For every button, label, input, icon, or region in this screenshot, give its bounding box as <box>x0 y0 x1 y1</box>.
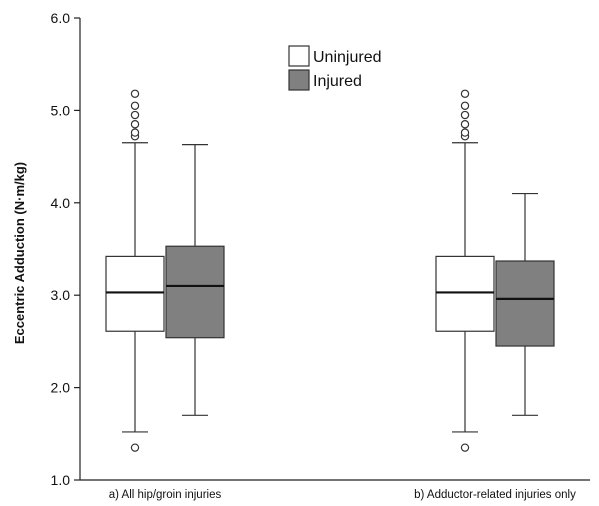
legend-label-injured: Injured <box>313 73 362 90</box>
outlier-point <box>130 101 140 110</box>
outlier-point <box>130 443 140 452</box>
legend-swatch-uninjured <box>288 45 310 67</box>
outlier-point <box>130 110 140 120</box>
iqr-box <box>165 245 225 339</box>
outlier-point <box>130 120 140 129</box>
box-group <box>105 89 555 452</box>
y-tick-label: 4.0 <box>51 195 71 211</box>
outlier-point <box>130 128 140 137</box>
y-tick-label: 2.0 <box>51 380 71 396</box>
y-tick-label: 3.0 <box>51 287 71 303</box>
outlier-point <box>460 89 470 98</box>
legend-swatch-injured <box>288 69 310 91</box>
box-uninjured-1 <box>105 89 165 452</box>
outlier-point <box>460 110 470 120</box>
y-tick-label: 5.0 <box>51 102 71 118</box>
x-category-label: a) All hip/groin injuries <box>109 489 222 501</box>
outlier-point <box>460 128 470 137</box>
x-category-label: b) Adductor-related injuries only <box>414 489 576 501</box>
outlier-point <box>460 101 470 110</box>
axes: 1.0 2.0 3.0 4.0 5.0 6.0 a) All hip/groin injur… <box>51 10 590 501</box>
legend: Uninjured Injured <box>288 45 381 91</box>
y-tick-label: 1.0 <box>51 472 71 488</box>
iqr-box <box>435 255 495 332</box>
iqr-box <box>105 255 165 332</box>
box-uninjured-2 <box>435 89 495 452</box>
outlier-point <box>460 120 470 129</box>
legend-label-uninjured: Uninjured <box>313 49 381 66</box>
box-injured-2 <box>495 192 555 416</box>
outlier-point <box>460 443 470 452</box>
y-tick-label: 6.0 <box>51 10 71 26</box>
iqr-box <box>495 260 555 347</box>
y-axis-label: Eccentric Adduction (N·m/kg) <box>12 162 27 344</box>
outlier-point <box>130 89 140 98</box>
box-injured-1 <box>165 143 225 416</box>
